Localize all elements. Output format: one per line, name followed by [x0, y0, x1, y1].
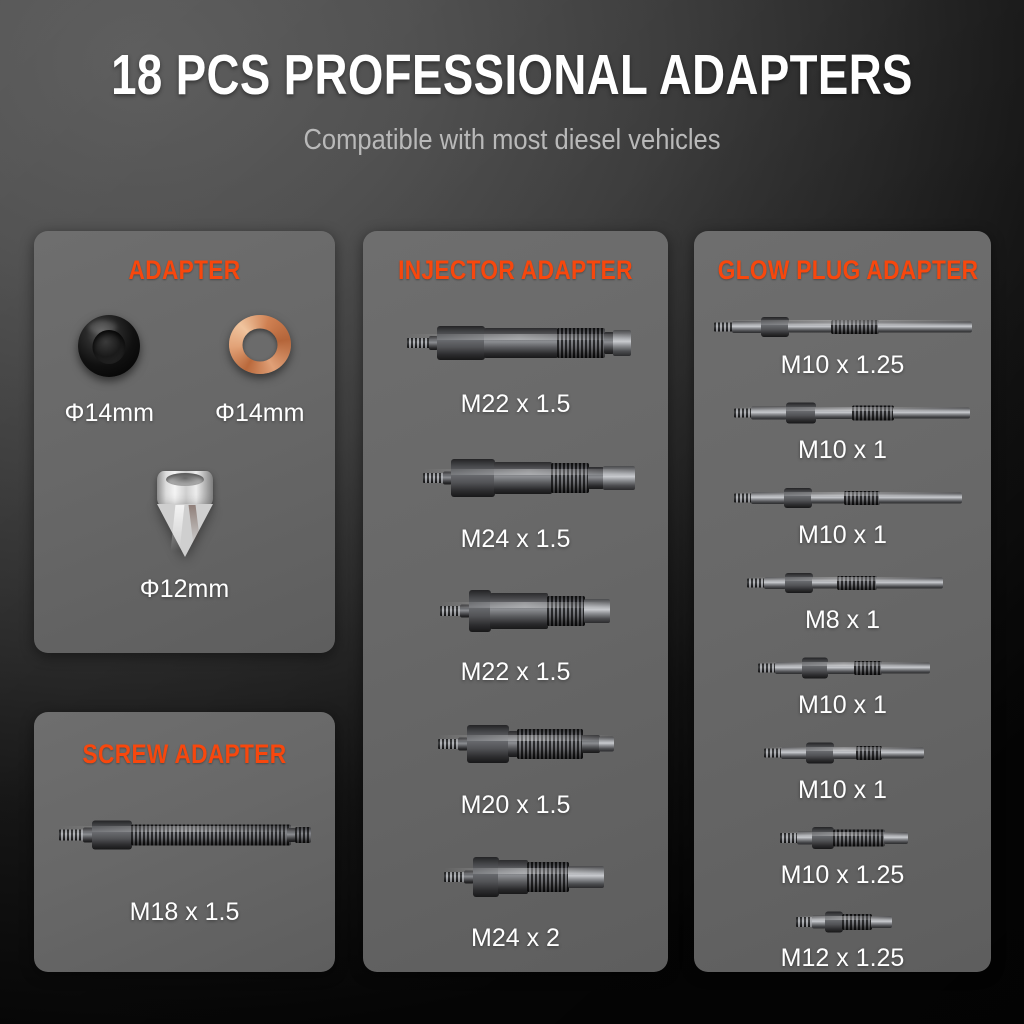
glow-plug-rod-icon	[763, 737, 924, 769]
injector-adapter-item: M20 x 1.5	[363, 721, 668, 820]
panel-glow-plug-adapter-title: GLOW PLUG ADAPTER	[717, 255, 979, 285]
glow-plug-item: M10 x 1	[694, 482, 991, 550]
glow-plug-item: M10 x 1	[694, 737, 991, 805]
injector-adapter-item-label: M24 x 2	[471, 924, 560, 952]
injector-adapter-body-icon	[406, 320, 631, 366]
glow-plug-item-label: M10 x 1	[798, 436, 887, 464]
panel-injector-adapter: INJECTOR ADAPTER M22 x 1.5	[363, 231, 668, 972]
glow-plug-item: M8 x 1	[694, 567, 991, 635]
conical-adapter-icon	[151, 471, 219, 557]
injector-adapter-item: M22 x 1.5	[363, 588, 668, 687]
glow-plug-rod-icon	[733, 482, 962, 514]
glow-plug-item-label: M10 x 1	[798, 776, 887, 804]
injector-adapter-item: M24 x 2	[363, 854, 668, 953]
injector-adapter-body-icon	[439, 588, 610, 634]
glow-plug-item: M10 x 1.25	[694, 822, 991, 890]
glow-plug-rod-icon	[746, 567, 943, 599]
glow-plug-item: M12 x 1.25	[694, 907, 991, 972]
glow-plug-item-label: M8 x 1	[804, 606, 881, 634]
adapter-item-oring: Φ14mm	[34, 315, 185, 428]
copper-washer-icon	[228, 315, 291, 374]
rubber-oring-icon	[78, 315, 141, 377]
panel-glow-plug-adapter: GLOW PLUG ADAPTER M10 x 1.25	[694, 231, 991, 972]
glow-plug-item-label: M10 x 1.25	[780, 351, 905, 379]
page-title: 18 PCS PROFESSIONAL ADAPTERS	[111, 43, 913, 107]
glow-plug-rod-icon	[779, 822, 908, 854]
injector-adapter-body-icon	[437, 721, 614, 767]
page-subtitle: Compatible with most diesel vehicles	[303, 124, 721, 157]
injector-adapter-item-label: M22 x 1.5	[460, 658, 571, 686]
glow-plug-item: M10 x 1	[694, 397, 991, 465]
injector-adapter-item-label: M22 x 1.5	[460, 390, 571, 418]
glow-plug-item: M10 x 1	[694, 652, 991, 720]
adapter-item-copper-washer: Φ14mm	[185, 315, 336, 428]
adapter-item-cone: Φ12mm	[34, 471, 335, 604]
glow-plug-item-label: M10 x 1.25	[780, 861, 905, 889]
glow-plug-item-label: M10 x 1	[798, 521, 887, 549]
panel-injector-adapter-title: INJECTOR ADAPTER	[398, 255, 633, 285]
injector-adapter-item: M22 x 1.5	[363, 320, 668, 419]
adapter-item-copper-washer-label: Φ14mm	[215, 399, 305, 427]
glow-plug-rod-icon	[713, 310, 972, 344]
injector-adapter-item: M24 x 1.5	[363, 455, 668, 554]
glow-plug-rod-icon	[757, 652, 930, 684]
adapter-item-cone-label: Φ12mm	[139, 575, 230, 603]
injector-adapter-body-icon	[422, 455, 635, 501]
glow-plug-rod-icon	[795, 907, 892, 937]
adapter-item-oring-label: Φ14mm	[64, 399, 154, 427]
panel-screw-adapter: SCREW ADAPTER M18 x 1.5	[34, 712, 335, 972]
injector-adapter-item-label: M24 x 1.5	[460, 525, 571, 553]
glow-plug-item-label: M12 x 1.25	[780, 944, 905, 972]
adapter-ring-row: Φ14mm Φ14mm	[34, 315, 335, 428]
panel-screw-adapter-title: SCREW ADAPTER	[82, 739, 287, 769]
screw-adapter-item: M18 x 1.5	[34, 812, 335, 927]
injector-adapter-body-icon	[443, 854, 604, 900]
header: 18 PCS PROFESSIONAL ADAPTERS Compatible …	[0, 46, 1024, 157]
glow-plug-rod-icon	[733, 397, 970, 429]
panel-adapter: ADAPTER Φ14mm Φ14mm Φ12mm	[34, 231, 335, 653]
panel-adapter-title: ADAPTER	[128, 255, 241, 285]
screw-adapter-item-label: M18 x 1.5	[129, 898, 240, 926]
glow-plug-item-label: M10 x 1	[798, 691, 887, 719]
injector-adapter-item-label: M20 x 1.5	[460, 791, 571, 819]
glow-plug-item: M10 x 1.25	[694, 310, 991, 380]
screw-adapter-rod-icon	[58, 812, 311, 858]
